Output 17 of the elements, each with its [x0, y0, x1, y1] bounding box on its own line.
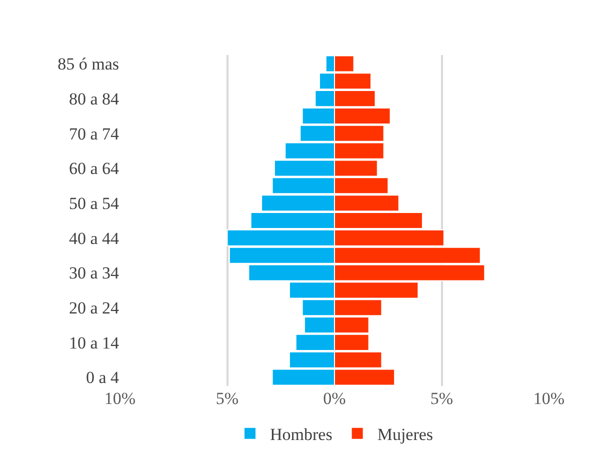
x-tick-label: 5% [430, 389, 454, 408]
x-tick-label: 10% [533, 389, 565, 408]
y-tick-label: 20 a 24 [68, 298, 120, 318]
y-tick-label: 80 a 84 [68, 90, 120, 108]
y-tick-label: 85 ó mas [58, 54, 119, 74]
y-tick-label: 30 a 34 [68, 264, 120, 283]
legend-label: Mujeres [377, 424, 434, 444]
x-tick-label: 0% [323, 389, 346, 408]
y-tick-label: 10 a 14 [68, 333, 120, 352]
y-tick-label: 60 a 64 [68, 159, 120, 178]
y-tick-label: 40 a 44 [68, 228, 120, 248]
legend-label: Hombres [270, 424, 332, 444]
x-tick-label: 5% [216, 389, 239, 408]
y-tick-label: 70 a 74 [68, 124, 120, 144]
y-tick-label: 50 a 54 [68, 194, 120, 214]
y-tick-label: 0 a 4 [86, 368, 120, 388]
x-tick-label: 10% [104, 389, 136, 408]
